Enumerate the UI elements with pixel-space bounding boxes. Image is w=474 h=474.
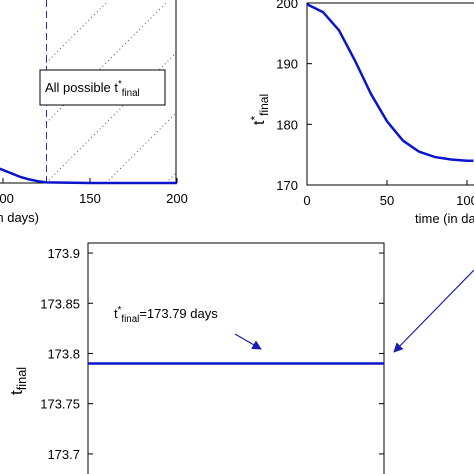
label-part: t — [114, 306, 118, 321]
x-axis-label: time (in days) — [415, 211, 474, 226]
arrow — [393, 269, 474, 353]
x-axis-label: time (in days) — [0, 210, 39, 225]
label-part: t — [251, 120, 268, 125]
label-part: t — [7, 390, 26, 395]
label-part: final — [121, 314, 139, 325]
y-tick-label: 173.9 — [47, 246, 80, 261]
curve — [306, 3, 474, 162]
y-tick-label: 173.85 — [40, 296, 80, 311]
label-part: All possible t — [45, 80, 118, 95]
y-tick-label: 170 — [276, 178, 298, 193]
y-tick-label: 173.8 — [47, 346, 80, 361]
label-part: final — [257, 94, 271, 116]
axes-box — [87, 242, 385, 474]
label: t*final — [248, 94, 271, 125]
label-part: * — [248, 116, 262, 121]
y-tick-label: 190 — [276, 57, 298, 72]
label: t*final=173.79 days — [114, 305, 218, 325]
label-part: final — [122, 88, 140, 99]
annotation-box — [39, 69, 166, 106]
arrow — [234, 333, 262, 350]
curve — [0, 167, 177, 185]
label-part: =173.79 days — [139, 306, 218, 321]
x-tick-label: 50 — [380, 193, 394, 208]
x-tick-label: 100 — [456, 193, 474, 208]
y-tick-label: 200 — [276, 0, 298, 11]
label-part: * — [118, 305, 122, 316]
label-part: final — [14, 367, 29, 390]
x-tick-label: 150 — [79, 191, 101, 206]
x-tick-label: 200 — [166, 191, 188, 206]
axes-box — [306, 2, 474, 186]
x-tick-label: 100 — [0, 191, 14, 206]
label: tfinal — [7, 367, 29, 395]
label-part: * — [118, 79, 122, 90]
label: All possible t*final — [45, 79, 140, 99]
y-tick-label: 173.75 — [40, 397, 80, 412]
x-tick-label: 0 — [303, 193, 310, 208]
y-tick-label: 180 — [276, 117, 298, 132]
y-tick-label: 173.7 — [47, 447, 80, 462]
